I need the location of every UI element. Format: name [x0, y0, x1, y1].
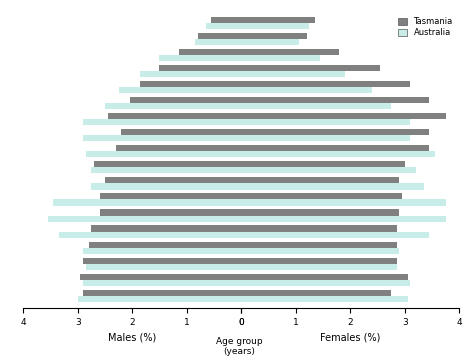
Bar: [91, 183, 241, 189]
Bar: [241, 97, 428, 103]
Bar: [197, 33, 241, 39]
Bar: [53, 199, 241, 205]
Bar: [241, 103, 390, 109]
Bar: [121, 129, 241, 135]
Bar: [241, 145, 428, 151]
Bar: [206, 23, 241, 29]
Bar: [241, 199, 445, 205]
Bar: [241, 264, 396, 270]
Bar: [241, 55, 319, 61]
Bar: [159, 65, 241, 71]
Bar: [140, 71, 241, 77]
Bar: [83, 258, 241, 264]
Bar: [119, 87, 241, 93]
X-axis label: Males (%): Males (%): [108, 332, 156, 342]
Bar: [241, 17, 314, 23]
Bar: [107, 113, 241, 119]
Bar: [241, 274, 407, 280]
Bar: [241, 296, 407, 302]
Bar: [241, 161, 404, 167]
Bar: [241, 242, 396, 248]
Bar: [241, 87, 371, 93]
Bar: [86, 264, 241, 270]
Bar: [241, 209, 399, 216]
Bar: [241, 81, 409, 87]
Bar: [211, 17, 241, 23]
Bar: [194, 39, 241, 45]
Bar: [241, 290, 390, 296]
Bar: [241, 280, 409, 286]
Bar: [91, 167, 241, 173]
Bar: [94, 161, 241, 167]
Bar: [83, 280, 241, 286]
Bar: [159, 55, 241, 61]
Bar: [83, 248, 241, 254]
Bar: [116, 145, 241, 151]
Bar: [241, 33, 306, 39]
Bar: [241, 119, 409, 125]
Bar: [178, 49, 241, 55]
Bar: [241, 135, 409, 141]
Bar: [140, 81, 241, 87]
Bar: [241, 39, 298, 45]
Bar: [241, 216, 445, 222]
Bar: [241, 177, 399, 183]
Bar: [241, 232, 428, 238]
Bar: [129, 97, 241, 103]
Bar: [241, 248, 399, 254]
Bar: [77, 296, 241, 302]
Bar: [241, 129, 428, 135]
Bar: [105, 177, 241, 183]
Bar: [83, 119, 241, 125]
Bar: [88, 242, 241, 248]
Bar: [86, 151, 241, 158]
Bar: [58, 232, 241, 238]
Bar: [83, 135, 241, 141]
Bar: [241, 151, 434, 158]
Bar: [241, 49, 339, 55]
Text: Age group
(years): Age group (years): [215, 337, 262, 356]
Bar: [241, 258, 396, 264]
Bar: [100, 193, 241, 199]
Bar: [105, 103, 241, 109]
Bar: [241, 183, 423, 189]
Bar: [83, 290, 241, 296]
Bar: [80, 274, 241, 280]
Bar: [100, 209, 241, 216]
Legend: Tasmania, Australia: Tasmania, Australia: [395, 15, 454, 40]
Bar: [48, 216, 241, 222]
Bar: [91, 226, 241, 232]
Bar: [241, 167, 415, 173]
Bar: [241, 71, 344, 77]
Bar: [241, 193, 401, 199]
Bar: [241, 65, 380, 71]
Bar: [241, 23, 309, 29]
Bar: [241, 113, 445, 119]
X-axis label: Females (%): Females (%): [319, 332, 380, 342]
Bar: [241, 226, 396, 232]
